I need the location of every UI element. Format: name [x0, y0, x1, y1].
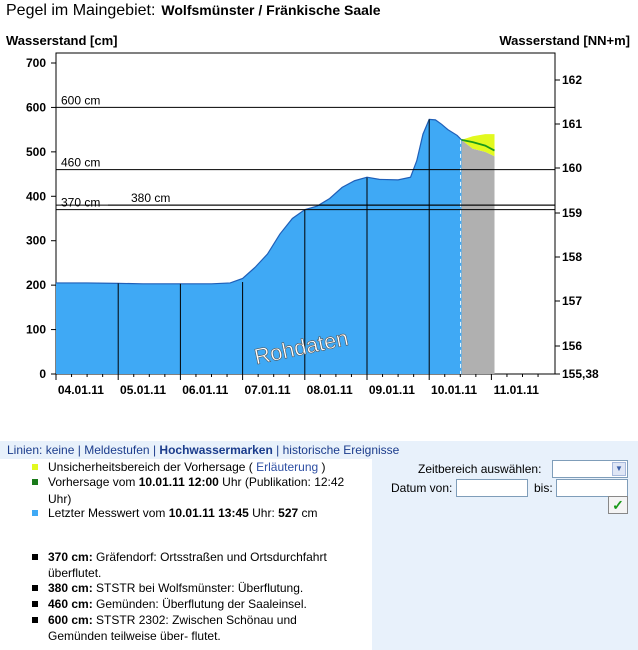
right-tick-label: 158	[562, 250, 582, 264]
x-tick-label: 04.01.11	[58, 383, 104, 397]
legend-forecast-prefix: Vorhersage vom	[48, 475, 136, 489]
mark-bullet	[32, 585, 38, 591]
x-tick-label: 05.01.11	[120, 383, 166, 397]
mark-370: 370 cm: Gräfendorf: Ortsstraßen und Orts…	[32, 549, 358, 581]
uncertainty-swatch	[32, 464, 38, 470]
time-range-select[interactable]: ▼	[552, 460, 628, 478]
right-tick-label: 157	[562, 294, 582, 308]
mark-380: 380 cm: STSTR bei Wolfsmünster: Überflut…	[32, 580, 358, 596]
right-tick-label: 156	[562, 339, 582, 353]
forecast-series-line	[461, 138, 495, 152]
right-tick-label: 161	[562, 117, 582, 131]
left-tick-label: 0	[39, 367, 46, 381]
mark-level: 460 cm:	[48, 597, 93, 611]
lines-option-alert-levels[interactable]: Meldestufen	[84, 443, 150, 457]
date-to-input[interactable]	[556, 479, 628, 497]
legend-forecast-datetime: 10.01.11 12:00	[138, 475, 219, 489]
water-level-chart: 600 cm 460 cm 380 cm 370 cm 0 100 200 300 400 500…	[26, 52, 599, 397]
legend-uncertainty: Unsicherheitsbereich der Vorhersage ( Er…	[32, 459, 326, 476]
threshold-label-600: 600 cm	[61, 93, 100, 107]
bis-label: bis:	[534, 481, 553, 495]
mark-600: 600 cm: STSTR 2302: Zwischen Schönau und…	[32, 612, 328, 644]
legend-measured-value: 527	[278, 506, 299, 520]
legend-measured: Letzter Messwert vom 10.01.11 13:45 Uhr:…	[32, 505, 318, 522]
legend-measured-unit: cm	[301, 506, 318, 520]
future-area	[461, 139, 495, 374]
right-tick-label: 155,38	[562, 367, 599, 381]
left-axis-title: Wasserstand [cm]	[6, 33, 118, 48]
measured-series-line	[56, 118, 462, 285]
mark-level: 370 cm:	[48, 550, 93, 564]
lines-option-flood-marks[interactable]: Hochwassermarken	[159, 443, 273, 457]
legend-measured-middle: Uhr:	[252, 506, 275, 520]
x-tick-label: 07.01.11	[244, 383, 290, 397]
lines-option-historic-events[interactable]: historische Ereignisse	[282, 443, 400, 457]
submit-button[interactable]: ✓	[608, 496, 628, 514]
left-tick-label: 500	[26, 145, 46, 159]
legend: Unsicherheitsbereich der Vorhersage ( Er…	[0, 459, 372, 650]
left-tick-label: 700	[26, 56, 46, 70]
left-tick-label: 200	[26, 278, 46, 292]
legend-uncertainty-text: Unsicherheitsbereich der Vorhersage (	[48, 460, 253, 474]
zeitbereich-label: Zeitbereich auswählen:	[418, 462, 542, 476]
mark-text: STSTR 2302: Zwischen Schönau und Gemünde…	[48, 613, 297, 643]
mark-text: STSTR bei Wolfsmünster: Überflutung.	[96, 581, 304, 595]
threshold-label-380: 380 cm	[131, 191, 170, 205]
x-tick-label: 11.01.11	[494, 383, 540, 397]
time-range-form: Zeitbereich auswählen: ▼ Datum von: bis:…	[372, 459, 638, 650]
left-tick-label: 600	[26, 100, 46, 114]
forecast-swatch	[32, 479, 38, 485]
chevron-down-icon[interactable]: ▼	[612, 462, 626, 476]
mark-bullet	[32, 601, 38, 607]
measured-series-area	[56, 119, 462, 374]
datum-von-label: Datum von:	[391, 481, 453, 495]
lines-option-none[interactable]: keine	[45, 443, 75, 457]
title-text: Pegel im Maingebiet:	[6, 2, 156, 19]
legend-measured-prefix: Letzter Messwert vom	[48, 506, 166, 520]
right-axis-title: Wasserstand [NN+m]	[499, 33, 630, 48]
legend-forecast-suffix: Uhr (Publikation: 12:42 Uhr)	[48, 475, 345, 506]
mark-text: Gräfendorf: Ortsstraßen und Ortsdurchfah…	[48, 550, 327, 580]
left-tick-label: 400	[26, 189, 46, 203]
threshold-label-460: 460 cm	[61, 156, 100, 170]
threshold-label-370: 370 cm	[61, 196, 100, 210]
mark-level: 380 cm:	[48, 581, 93, 595]
mark-bullet	[32, 554, 38, 560]
left-tick-label: 300	[26, 234, 46, 248]
right-tick-label: 162	[562, 73, 582, 87]
forecast-uncertainty-band	[461, 134, 495, 157]
x-tick-label: 06.01.11	[182, 383, 228, 397]
legend-forecast: Vorhersage vom 10.01.11 12:00 Uhr (Publi…	[32, 474, 348, 508]
explanation-link[interactable]: Erläuterung	[256, 460, 319, 474]
left-tick-label: 100	[26, 323, 46, 337]
line-options-bar: Linien: keine | Meldestufen | Hochwasser…	[7, 443, 400, 457]
mark-bullet	[32, 617, 38, 623]
legend-measured-datetime: 10.01.11 13:45	[168, 506, 249, 520]
mark-460: 460 cm: Gemünden: Überflutung der Saalei…	[32, 596, 358, 612]
right-tick-label: 160	[562, 161, 582, 175]
date-from-input[interactable]	[456, 479, 528, 497]
x-tick-label: 09.01.11	[369, 383, 415, 397]
x-tick-label: 08.01.11	[307, 383, 353, 397]
legend-uncertainty-close: )	[321, 460, 326, 474]
page-title: Pegel im Maingebiet: Wolfsmünster / Fränk…	[6, 2, 381, 20]
checkmark-icon: ✓	[612, 497, 624, 513]
station-name: Wolfsmünster / Fränkische Saale	[161, 2, 381, 18]
lines-prefix: Linien:	[7, 443, 43, 457]
x-tick-label: 10.01.11	[431, 383, 477, 397]
right-tick-label: 159	[562, 206, 582, 220]
mark-level: 600 cm:	[48, 613, 93, 627]
measured-swatch	[32, 510, 38, 516]
mark-text: Gemünden: Überflutung der Saaleinsel.	[96, 597, 307, 611]
